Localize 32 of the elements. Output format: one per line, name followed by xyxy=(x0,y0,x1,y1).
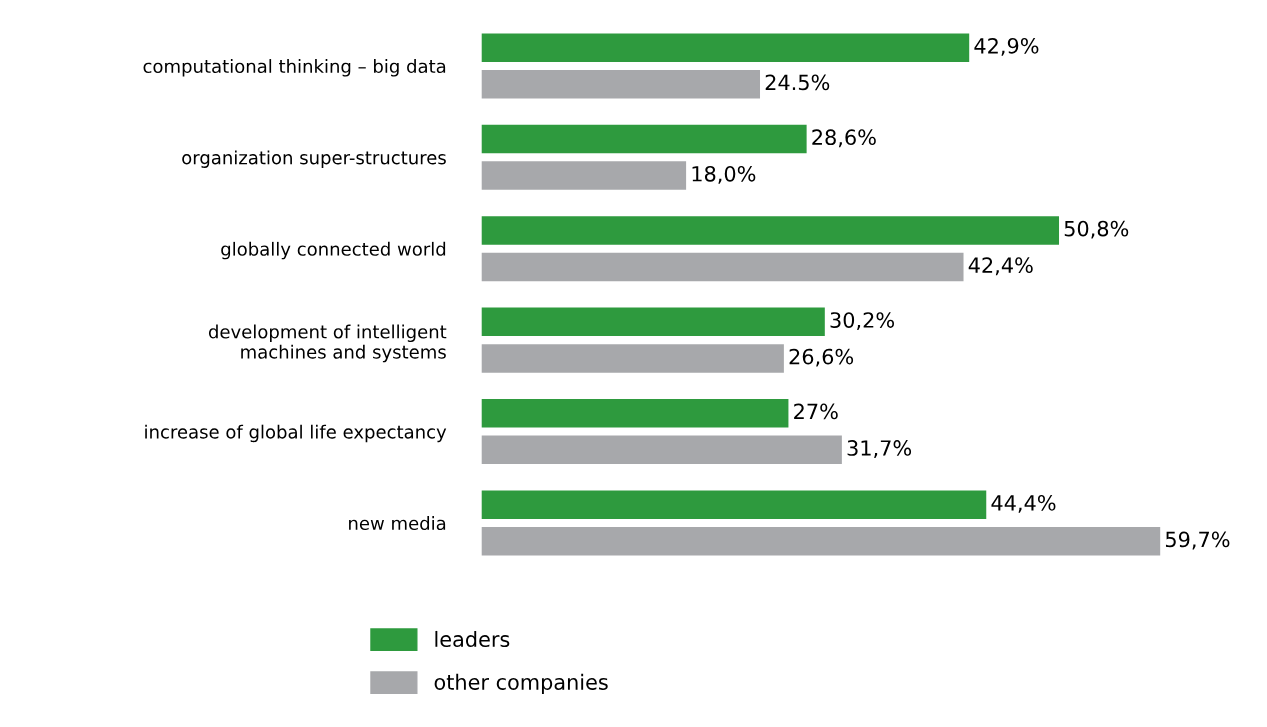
data-label: 24.5% xyxy=(765,74,830,91)
data-label: 42,9% xyxy=(974,37,1039,56)
y-tick-label: increase of global life expectancy xyxy=(145,424,447,443)
data-label: 27% xyxy=(794,403,838,420)
data-label: 30,2% xyxy=(830,312,895,331)
data-label: 59,7% xyxy=(1165,531,1230,550)
data-label: 50,8% xyxy=(1064,220,1129,239)
data-label: 26,6% xyxy=(789,348,854,367)
bar xyxy=(481,161,687,190)
y-tick-label: organization super-structures xyxy=(182,150,446,168)
data-label: 18,0% xyxy=(692,165,756,184)
y-tick-label: globally connected world xyxy=(221,241,446,260)
legend-label: other companies xyxy=(434,673,608,694)
y-tick-label: new media xyxy=(349,516,446,531)
data-label: 28,6% xyxy=(812,129,876,148)
bar xyxy=(481,216,1060,245)
y-tick-label: development of intelligent machines and systems xyxy=(208,324,447,363)
y-tick-label: computational thinking – big data xyxy=(143,59,446,77)
bar xyxy=(481,307,825,337)
data-label: 44,4% xyxy=(991,494,1056,513)
data-label: 42,4% xyxy=(968,257,1033,276)
bar xyxy=(481,526,1161,556)
bar xyxy=(481,490,987,519)
bar xyxy=(481,69,761,99)
data-label: 31,7% xyxy=(847,440,912,458)
bar xyxy=(481,33,970,62)
bar xyxy=(481,435,842,465)
bar xyxy=(481,399,789,428)
bar xyxy=(481,252,964,282)
legend-label: leaders xyxy=(435,630,510,648)
bar xyxy=(481,344,784,373)
bar xyxy=(481,124,807,154)
